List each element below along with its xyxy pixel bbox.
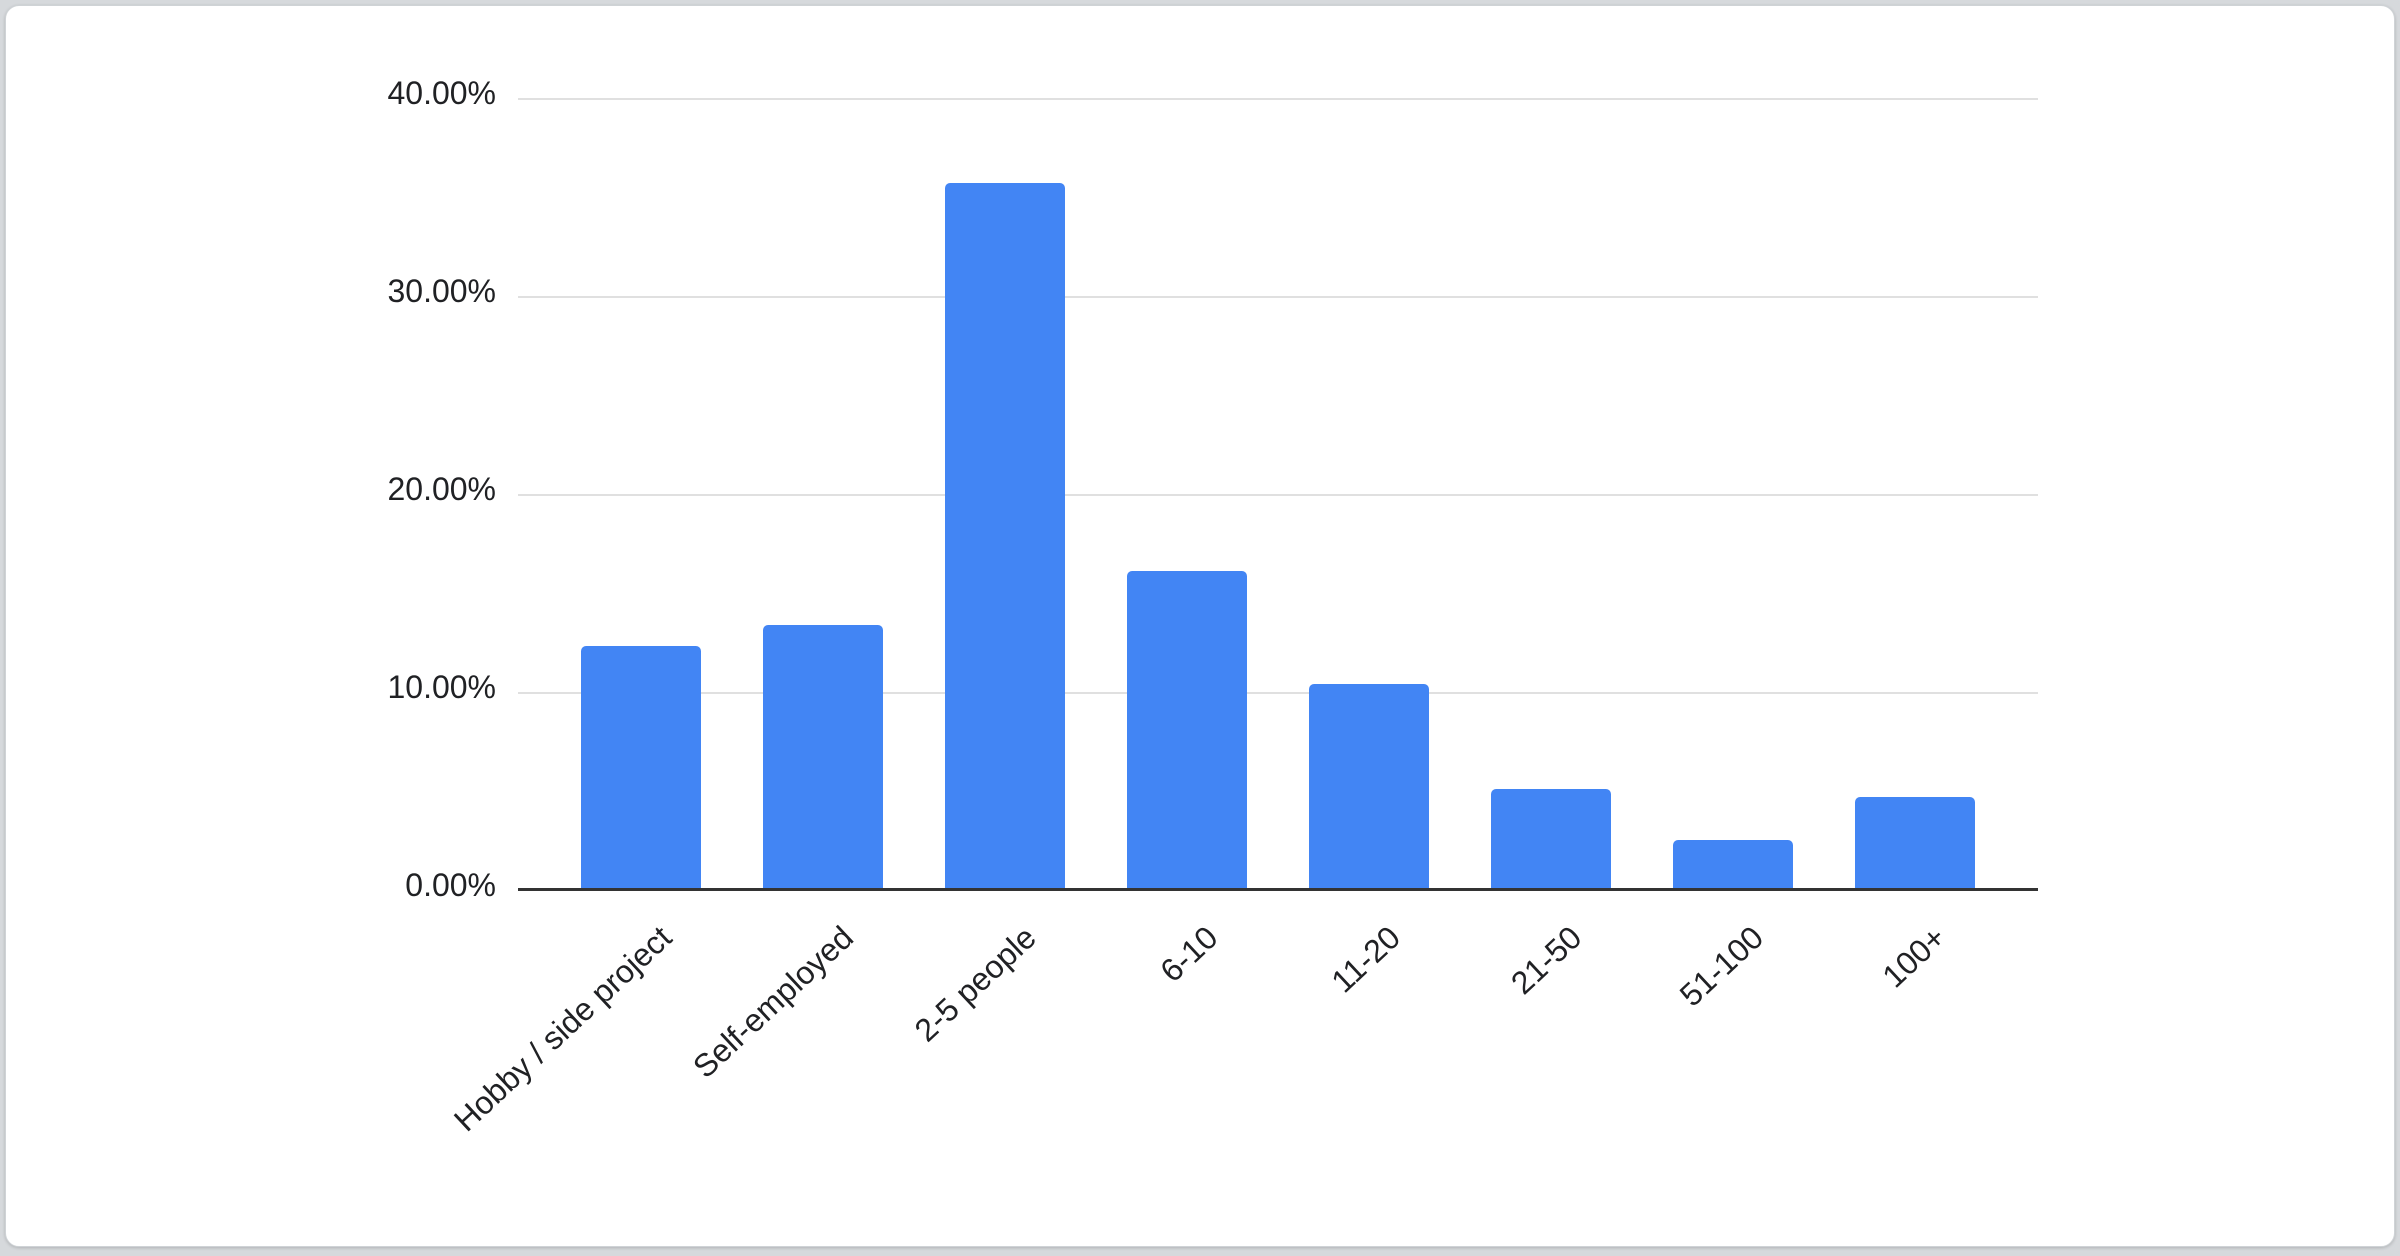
y-axis-tick-label: 30.00% <box>387 273 496 309</box>
x-axis-category-label: Self-employed <box>686 919 861 1085</box>
x-axis-line <box>518 888 2038 891</box>
y-axis-tick-label: 40.00% <box>387 75 496 111</box>
bar-2-5-people[interactable] <box>945 183 1065 888</box>
y-axis-tick-label: 20.00% <box>387 471 496 507</box>
bar-6-10[interactable] <box>1127 571 1247 888</box>
gridline <box>518 692 2038 694</box>
x-axis-category-label: Hobby / side project <box>447 919 679 1139</box>
x-axis-category-label: 11-20 <box>1323 919 1407 1000</box>
bar-21-50[interactable] <box>1491 789 1611 888</box>
x-axis-category-label: 51-100 <box>1673 919 1771 1014</box>
y-axis-tick-label: 10.00% <box>387 669 496 705</box>
bar-hobby-side-project[interactable] <box>581 646 701 888</box>
gridline <box>518 494 2038 496</box>
x-axis-category-label: 100+ <box>1875 919 1953 995</box>
x-axis-category-label: 2-5 people <box>907 919 1043 1049</box>
x-axis-category-label: 6-10 <box>1153 919 1225 990</box>
bar-self-employed[interactable] <box>763 625 883 888</box>
x-axis-category-label: 21-50 <box>1504 919 1589 1002</box>
chart-card: 40.00% 30.00% 20.00% 10.00% 0.00% Hobby / si… <box>5 5 2395 1247</box>
gridline <box>518 98 2038 100</box>
bar-51-100[interactable] <box>1673 840 1793 888</box>
gridline <box>518 296 2038 298</box>
bar-11-20[interactable] <box>1309 684 1429 888</box>
y-axis-tick-label: 0.00% <box>405 867 496 903</box>
plot-area <box>518 98 2038 891</box>
bar-100-[interactable] <box>1855 797 1975 888</box>
